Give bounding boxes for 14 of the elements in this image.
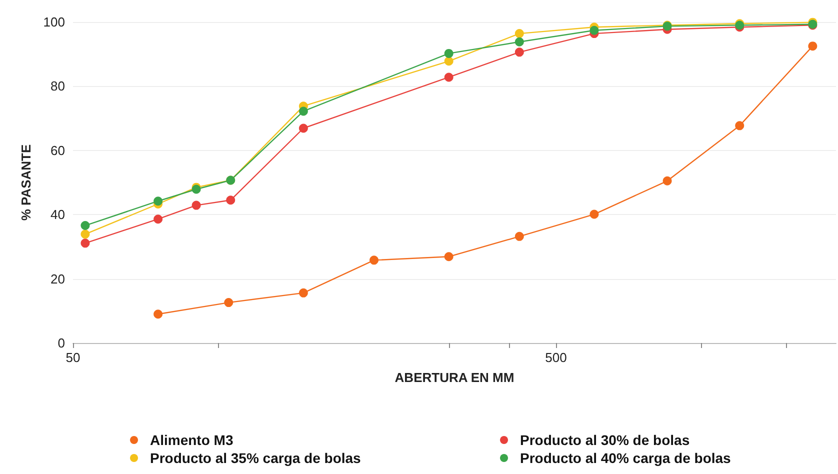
y-tick-label: 20 [50,271,65,286]
y-tick-label: 60 [50,142,65,158]
legend-label: Alimento M3 [150,432,234,448]
y-tick-label: 40 [50,207,65,222]
y-tick-label: 0 [58,336,65,350]
y-tick-label: 80 [50,78,65,94]
legend-label: Producto al 40% carga de bolas [520,450,732,466]
x-tick-label: 500 [545,350,567,365]
x-tick-label: 50 [66,350,80,365]
legend-label: Producto al 35% carga de bolas [150,450,362,466]
legend-label: Producto al 30% de bolas [520,432,690,448]
x-axis-title: ABERTURA EN MM [394,370,514,385]
y-axis-title: % PASANTE [18,144,34,221]
y-tick-label: 100 [43,14,65,30]
